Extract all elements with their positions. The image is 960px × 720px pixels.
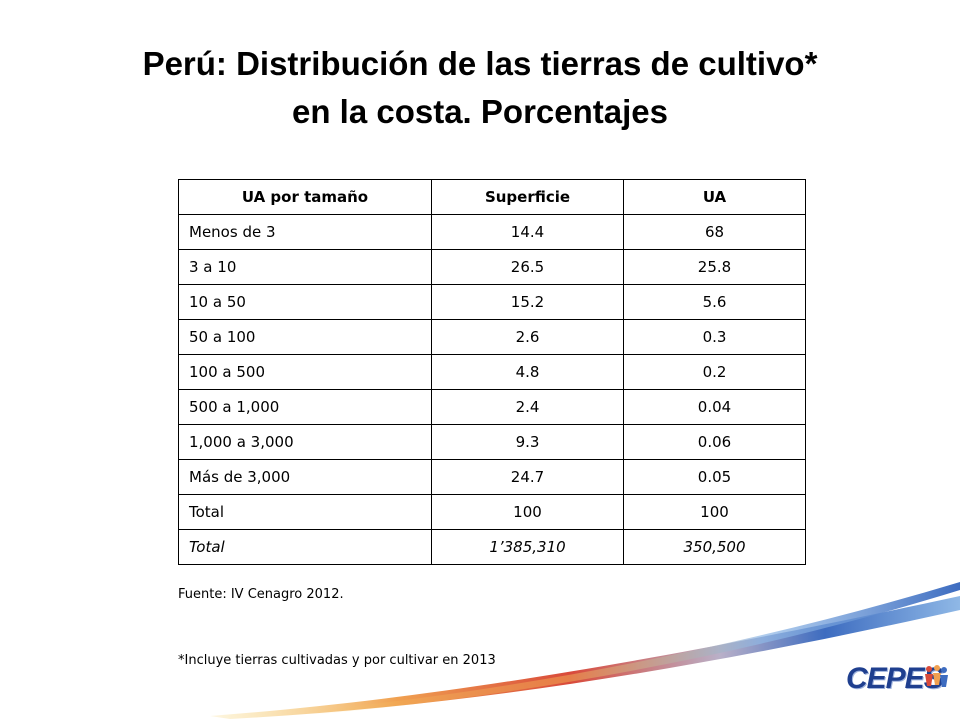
row-ua: 68 <box>623 214 806 250</box>
row-ua: 0.3 <box>623 319 806 355</box>
row-superficie: 1’385,310 <box>431 529 624 565</box>
row-label: Total <box>178 494 432 530</box>
row-label: Total <box>178 529 432 565</box>
row-ua: 0.06 <box>623 424 806 460</box>
source-note: Fuente: IV Cenagro 2012. <box>178 587 344 602</box>
row-superficie: 2.6 <box>431 319 624 355</box>
row-label: 50 a 100 <box>178 319 432 355</box>
row-superficie: 15.2 <box>431 284 624 320</box>
table-row: 500 a 1,000 2.4 0.04 <box>178 389 806 425</box>
header-superficie: Superficie <box>431 179 624 215</box>
table-row: 10 a 50 15.2 5.6 <box>178 284 806 320</box>
row-superficie: 4.8 <box>431 354 624 390</box>
row-ua: 350,500 <box>623 529 806 565</box>
distribution-table: UA por tamaño Superficie UA Menos de 3 1… <box>178 179 806 565</box>
row-label: Menos de 3 <box>178 214 432 250</box>
table-row-total-absolute: Total 1’385,310 350,500 <box>178 529 806 565</box>
row-superficie: 2.4 <box>431 389 624 425</box>
table-row: 100 a 500 4.8 0.2 <box>178 354 806 390</box>
row-ua: 0.04 <box>623 389 806 425</box>
slide-title-line-2: en la costa. Porcentajes <box>291 93 668 130</box>
table-row: 3 a 10 26.5 25.8 <box>178 249 806 285</box>
cepes-logo: CEPES <box>846 662 948 698</box>
row-superficie: 14.4 <box>431 214 624 250</box>
table-row: 1,000 a 3,000 9.3 0.06 <box>178 424 806 460</box>
row-superficie: 100 <box>431 494 624 530</box>
row-label: 3 a 10 <box>178 249 432 285</box>
row-superficie: 26.5 <box>431 249 624 285</box>
table-header-row: UA por tamaño Superficie UA <box>178 179 806 215</box>
row-ua: 0.2 <box>623 354 806 390</box>
table-row: 50 a 100 2.6 0.3 <box>178 319 806 355</box>
row-label: 10 a 50 <box>178 284 432 320</box>
row-label: 500 a 1,000 <box>178 389 432 425</box>
row-label: 100 a 500 <box>178 354 432 390</box>
table-row: Menos de 3 14.4 68 <box>178 214 806 250</box>
header-ua: UA <box>623 179 806 215</box>
people-icon <box>925 665 948 687</box>
row-label: 1,000 a 3,000 <box>178 424 432 460</box>
row-superficie: 9.3 <box>431 424 624 460</box>
row-ua: 5.6 <box>623 284 806 320</box>
row-ua: 100 <box>623 494 806 530</box>
table-row-total-percent: Total 100 100 <box>178 494 806 530</box>
slide-title: Perú: Distribución de las tierras de cul… <box>40 40 920 136</box>
header-ua-por-tamano: UA por tamaño <box>178 179 432 215</box>
row-ua: 0.05 <box>623 459 806 495</box>
row-superficie: 24.7 <box>431 459 624 495</box>
footnote: *Incluye tierras cultivadas y por cultiv… <box>178 653 496 668</box>
row-label: Más de 3,000 <box>178 459 432 495</box>
table-row: Más de 3,000 24.7 0.05 <box>178 459 806 495</box>
row-ua: 25.8 <box>623 249 806 285</box>
slide-title-line-1: Perú: Distribución de las tierras de cul… <box>142 45 818 82</box>
